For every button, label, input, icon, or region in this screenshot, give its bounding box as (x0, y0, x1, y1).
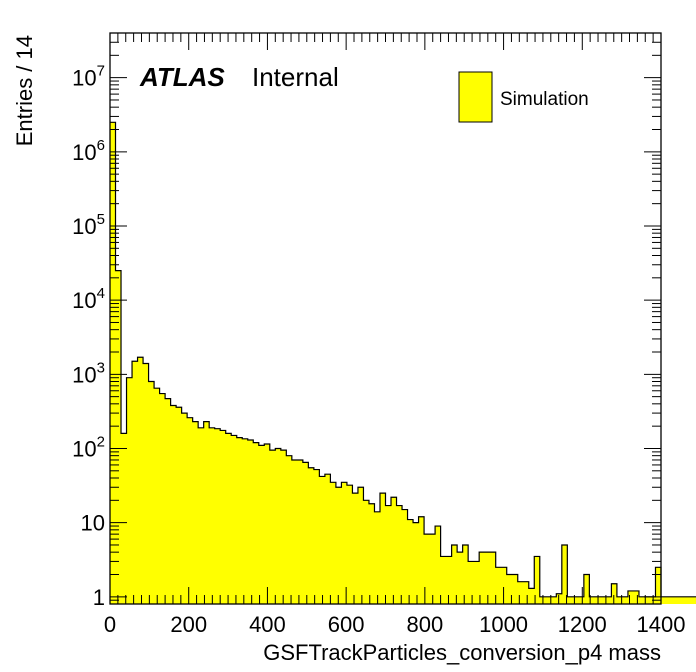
x-tick-label: 600 (328, 612, 365, 637)
y-tick-label: 102 (72, 433, 105, 461)
histogram-outline (110, 121, 696, 598)
y-tick-label: 10 (81, 511, 105, 536)
x-tick-labels: 0 200 400 600 800 1000 1200 1400 (104, 612, 686, 637)
legend-swatch (458, 71, 493, 123)
y-tick-label: 1 (93, 585, 105, 610)
legend: Simulation (458, 71, 589, 123)
histogram-fill (110, 122, 696, 604)
x-tick-label: 0 (104, 612, 116, 637)
y-axis-title: Entries / 14 (12, 35, 37, 146)
y-tick-label: 106 (72, 137, 105, 165)
y-axis-ticks (110, 32, 661, 605)
x-tick-label: 200 (170, 612, 207, 637)
atlas-label: ATLAS (139, 62, 225, 92)
x-tick-label: 1200 (558, 612, 607, 637)
y-tick-label: 103 (72, 359, 105, 387)
y-tick-labels: 1 10 102 103 104 105 106 107 (72, 63, 105, 610)
x-axis-title: GSFTrackParticles_conversion_p4 mass (263, 640, 661, 665)
y-tick-label: 107 (72, 63, 105, 91)
y-tick-label: 104 (72, 285, 105, 313)
atlas-sublabel: Internal (252, 62, 339, 92)
x-tick-label: 1400 (637, 612, 686, 637)
y-tick-label: 105 (72, 211, 105, 239)
x-axis-ticks (109, 33, 662, 604)
x-tick-label: 400 (249, 612, 286, 637)
x-tick-label: 800 (406, 612, 443, 637)
legend-entry-label: Simulation (500, 89, 589, 110)
x-tick-label: 1000 (479, 612, 528, 637)
